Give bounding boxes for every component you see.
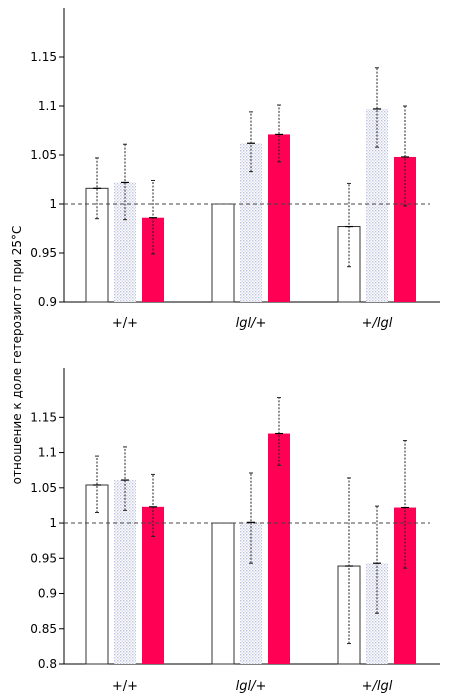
y-tick-label: 1 [49,516,57,530]
category-label: +/lgl [362,316,393,331]
bar-hollow [211,522,235,665]
y-tick-label: 0.85 [30,622,57,636]
chart-panel-bottom: 0.8 0.85 0.9 0.95 1 1.05 1.1 1.15 +/+ lgl/+ +/lgl [30,368,440,694]
bar-dotted [240,143,262,302]
bar-solid [142,217,164,302]
y-tick-label: 1.1 [38,446,57,460]
bar-hollow [85,187,109,303]
y-tick-label: 1.1 [38,99,57,113]
bar-dotted [366,108,388,302]
y-tick-label: 1.05 [30,481,57,495]
category-label: +/lgl [362,679,393,694]
y-tick-label: 0.8 [38,657,57,671]
category-label: +/+ [112,316,138,331]
y-tick-label: 0.95 [30,246,57,260]
bar-solid [268,433,290,664]
category-label: lgl/+ [236,679,267,694]
y-tick-label: 1.15 [30,50,57,64]
y-tick-label: 1 [49,197,57,211]
bar-solid [394,156,416,302]
bar-solid [394,507,416,664]
y-tick-label: 1.05 [30,148,57,162]
y-tick-label: 0.9 [38,587,57,601]
y-tick-label: 1.15 [30,410,57,424]
y-axis-label: отношение к доле гетерозигот при 25°С [10,226,24,485]
chart-panel-top: 0.9 0.95 1 1.05 1.1 1.15 +/+ lgl/+ +/lgl [30,8,440,331]
category-label: +/+ [112,679,138,694]
category-label: lgl/+ [236,316,267,331]
bar-solid [268,134,290,302]
bar-dotted [114,480,136,664]
bar-dotted [240,522,262,664]
y-tick-label: 0.9 [38,295,57,309]
bar-hollow [211,203,235,303]
y-tick-label: 0.95 [30,551,57,565]
bar-solid [142,506,164,664]
bar-dotted [114,182,136,302]
